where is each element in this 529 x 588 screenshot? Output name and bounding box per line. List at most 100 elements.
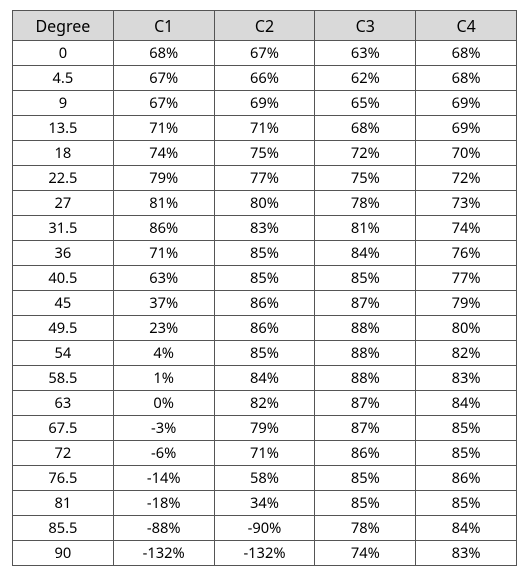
table-cell: 84% [416, 391, 517, 416]
table-cell: 63% [113, 266, 214, 291]
table-row: 13.571%71%68%69% [13, 116, 517, 141]
table-cell: -3% [113, 416, 214, 441]
column-header: C1 [113, 11, 214, 41]
table-cell: 82% [214, 391, 315, 416]
table-cell: 70% [416, 141, 517, 166]
table-row: 544%85%88%82% [13, 341, 517, 366]
table-cell: 66% [214, 66, 315, 91]
table-cell: 36 [13, 241, 114, 266]
table-cell: 80% [416, 316, 517, 341]
table-cell: 87% [315, 391, 416, 416]
table-cell: 85% [214, 241, 315, 266]
table-row: 4.567%66%62%68% [13, 66, 517, 91]
column-header: Degree [13, 11, 114, 41]
table-cell: 83% [416, 366, 517, 391]
table-row: 76.5-14%58%85%86% [13, 466, 517, 491]
table-cell: 75% [214, 141, 315, 166]
table-cell: 1% [113, 366, 214, 391]
table-cell: 49.5 [13, 316, 114, 341]
table-cell: 80% [214, 191, 315, 216]
table-cell: 67.5 [13, 416, 114, 441]
column-header: C3 [315, 11, 416, 41]
table-row: 40.563%85%85%77% [13, 266, 517, 291]
table-cell: 85.5 [13, 516, 114, 541]
table-cell: 73% [416, 191, 517, 216]
table-cell: 71% [214, 441, 315, 466]
table-cell: 67% [113, 91, 214, 116]
table-cell: 90 [13, 541, 114, 566]
table-cell: 58.5 [13, 366, 114, 391]
table-cell: 85% [214, 341, 315, 366]
table-cell: 4.5 [13, 66, 114, 91]
table-cell: 13.5 [13, 116, 114, 141]
table-cell: -14% [113, 466, 214, 491]
table-cell: 76.5 [13, 466, 114, 491]
table-cell: 31.5 [13, 216, 114, 241]
table-row: 967%69%65%69% [13, 91, 517, 116]
table-cell: 54 [13, 341, 114, 366]
table-cell: 77% [214, 166, 315, 191]
table-cell: 87% [315, 416, 416, 441]
table-cell: 86% [113, 216, 214, 241]
table-cell: 4% [113, 341, 214, 366]
table-cell: 22.5 [13, 166, 114, 191]
table-cell: 79% [113, 166, 214, 191]
table-cell: 72% [416, 166, 517, 191]
table-cell: 85% [315, 466, 416, 491]
table-cell: -90% [214, 516, 315, 541]
table-cell: 67% [113, 66, 214, 91]
table-cell: -18% [113, 491, 214, 516]
table-cell: 83% [214, 216, 315, 241]
table-cell: 84% [315, 241, 416, 266]
table-cell: 9 [13, 91, 114, 116]
table-cell: 81 [13, 491, 114, 516]
table-cell: 86% [214, 291, 315, 316]
table-cell: 78% [315, 191, 416, 216]
table-cell: 85% [315, 266, 416, 291]
table-cell: 84% [214, 366, 315, 391]
table-cell: 81% [315, 216, 416, 241]
table-cell: 88% [315, 366, 416, 391]
table-row: 90-132%-132%74%83% [13, 541, 517, 566]
table-cell: 77% [416, 266, 517, 291]
table-row: 85.5-88%-90%78%84% [13, 516, 517, 541]
table-cell: -6% [113, 441, 214, 466]
table-row: 3671%85%84%76% [13, 241, 517, 266]
table-cell: 85% [416, 441, 517, 466]
column-header: C4 [416, 11, 517, 41]
table-cell: -132% [113, 541, 214, 566]
table-cell: 69% [416, 116, 517, 141]
table-cell: 45 [13, 291, 114, 316]
column-header: C2 [214, 11, 315, 41]
table-row: 67.5-3%79%87%85% [13, 416, 517, 441]
table-cell: 27 [13, 191, 114, 216]
table-cell: 63 [13, 391, 114, 416]
table-cell: 88% [315, 316, 416, 341]
table-cell: 23% [113, 316, 214, 341]
table-cell: 79% [416, 291, 517, 316]
data-table: DegreeC1C2C3C4 068%67%63%68%4.567%66%62%… [12, 10, 517, 566]
table-cell: 86% [416, 466, 517, 491]
table-cell: 85% [416, 416, 517, 441]
table-row: 72-6%71%86%85% [13, 441, 517, 466]
table-cell: 76% [416, 241, 517, 266]
table-cell: 83% [416, 541, 517, 566]
table-cell: -132% [214, 541, 315, 566]
table-cell: 68% [315, 116, 416, 141]
table-cell: 81% [113, 191, 214, 216]
table-cell: 37% [113, 291, 214, 316]
table-cell: 62% [315, 66, 416, 91]
table-row: 2781%80%78%73% [13, 191, 517, 216]
table-row: 068%67%63%68% [13, 41, 517, 66]
table-cell: 72% [315, 141, 416, 166]
table-cell: 85% [315, 491, 416, 516]
table-cell: 69% [416, 91, 517, 116]
table-cell: 18 [13, 141, 114, 166]
table-cell: 68% [416, 41, 517, 66]
table-row: 81-18%34%85%85% [13, 491, 517, 516]
table-cell: -88% [113, 516, 214, 541]
table-row: 1874%75%72%70% [13, 141, 517, 166]
table-cell: 72 [13, 441, 114, 466]
table-cell: 85% [416, 491, 517, 516]
table-cell: 74% [113, 141, 214, 166]
